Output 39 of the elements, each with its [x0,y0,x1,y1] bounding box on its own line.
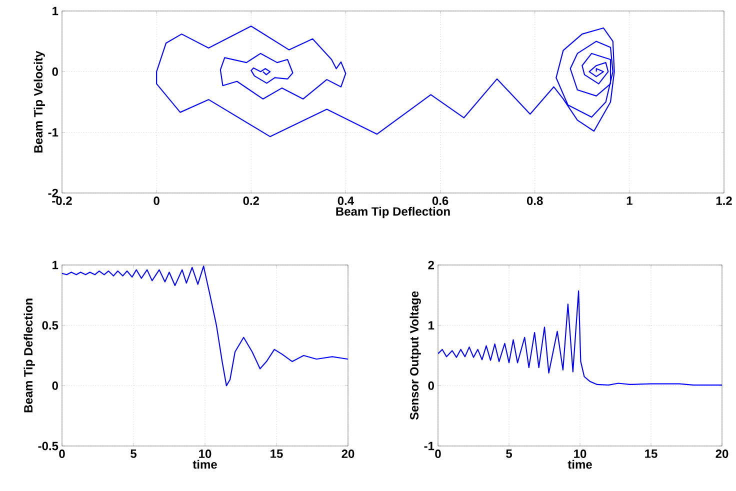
x-tick-label: 0.6 [432,196,448,206]
x-tick-label: 5 [130,450,137,458]
x-axis-title: time [568,460,592,469]
x-tick-label: 20 [716,450,728,458]
y-tick-label: -0.5 [38,442,58,450]
x-tick-label: 15 [270,450,283,458]
y-tick-label: 0 [428,381,434,390]
y-tick-label: 0.5 [42,321,58,330]
x-tick-label: 15 [645,450,658,458]
y-axis-title: Beam Tip Velocity [34,50,45,152]
y-axis-title: Sensor Output Voltage [410,291,421,420]
line-series [156,26,615,138]
x-tick-label: 0.2 [243,196,260,206]
x-axis-title: time [192,460,217,469]
x-tick-label: 1 [626,196,632,205]
x-tick-label: 0.8 [526,196,543,206]
x-tick-label: 0 [59,450,65,458]
y-tick-label: 2 [428,260,434,270]
line-series [438,290,722,386]
line-series [62,266,348,386]
x-tick-label: 0 [435,450,441,458]
y-tick-label: 0 [52,381,58,390]
x-tick-label: -0.2 [52,196,72,206]
x-tick-label: 0.4 [338,196,354,206]
y-tick-label: 1 [52,6,58,16]
y-tick-label: -2 [48,188,58,198]
y-tick-label: 0 [52,67,58,76]
x-tick-label: 5 [506,450,512,458]
x-tick-label: 10 [574,450,586,458]
x-axis-title: Beam Tip Deflection [336,206,450,218]
y-tick-label: 1 [428,321,434,330]
x-tick-label: 10 [199,450,212,458]
y-tick-label: -1 [48,128,58,136]
y-axis-title: Beam Tip Deflection [24,298,35,412]
y-tick-label: 1 [52,260,58,270]
x-tick-label: 20 [342,450,354,458]
x-tick-label: 0 [154,196,160,206]
y-tick-label: -1 [424,442,434,450]
x-tick-label: 1.2 [716,196,732,205]
